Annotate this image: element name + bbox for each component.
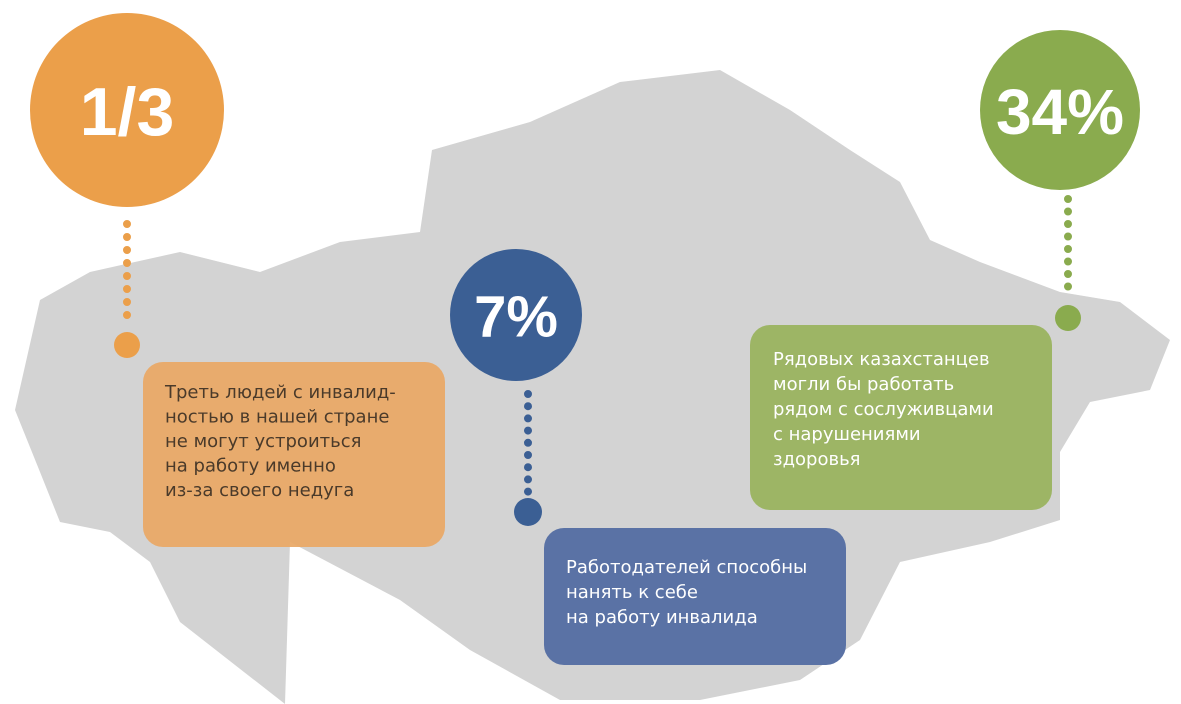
description-line: на работу именно: [165, 456, 336, 477]
description: Работодателей способны нанять к себе на ра…: [566, 557, 807, 628]
box-blue: [544, 528, 846, 665]
description: Рядовых казахстанцев могли бы работать ряд…: [773, 349, 994, 470]
box-orange: [143, 362, 445, 547]
dot: [1055, 305, 1081, 331]
description-line: здоровья: [773, 449, 861, 470]
description-line: не могут устроиться: [165, 431, 361, 452]
circle-green: [980, 30, 1140, 190]
description-line: с нарушениями: [773, 424, 921, 445]
dot: [514, 498, 542, 526]
description-line: могли бы работать: [773, 374, 954, 395]
description: Треть людей с инвалид-ностью в нашей стр…: [164, 382, 396, 501]
description-line: из-за своего недуга: [165, 480, 354, 501]
circle-orange: [30, 13, 224, 207]
description-line: Треть людей с инвалид-: [164, 382, 396, 403]
description-line: Работодателей способны: [566, 557, 807, 578]
description-line: рядом с сослуживцами: [773, 399, 994, 420]
dot: [114, 332, 140, 358]
description-line: ностью в нашей стране: [165, 407, 389, 428]
value: 1/3: [80, 74, 175, 150]
box-green: [750, 325, 1052, 510]
circle-blue: [450, 249, 582, 381]
value: 7%: [474, 285, 558, 350]
description-line: на работу инвалида: [566, 607, 758, 628]
description-line: нанять к себе: [566, 582, 698, 603]
description-line: Рядовых казахстанцев: [773, 349, 990, 370]
value: 34%: [996, 76, 1124, 148]
